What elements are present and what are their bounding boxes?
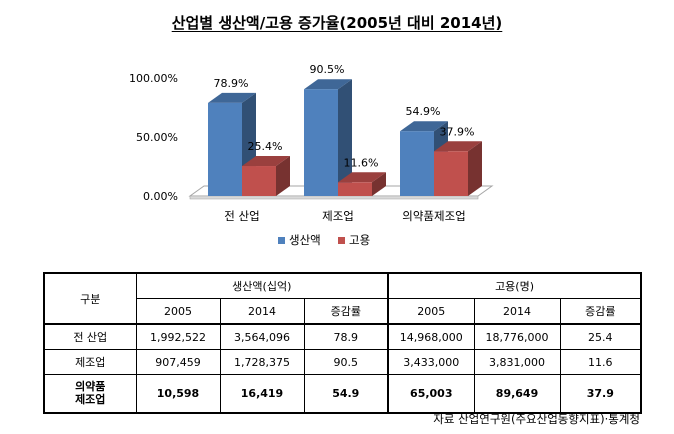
data-label: 54.9% [406, 105, 441, 118]
table-cell: 65,003 [387, 374, 475, 414]
table-subheader: 2014 [219, 298, 305, 325]
bar [208, 102, 242, 196]
category-label: 제조업 [322, 209, 354, 223]
category-label: 의약품제조업 [402, 209, 465, 223]
table-row: 제조업 907,459 1,728,375 90.5 3,433,000 3,8… [43, 349, 643, 375]
bar-top [338, 172, 386, 183]
table-corner-header: 구분 [43, 272, 137, 325]
table-row: 전 산업 1,992,522 3,564,096 78.9 14,968,000… [43, 323, 643, 350]
table-subheader: 증감률 [559, 298, 643, 325]
legend-swatch [338, 237, 345, 244]
y-tick-label: 0.00% [143, 190, 178, 203]
bar-top [304, 79, 352, 90]
table-cell: 54.9 [303, 374, 389, 414]
legend-label: 고용 [349, 233, 370, 247]
bar-side [276, 156, 290, 196]
bar-top [242, 156, 290, 167]
y-tick-label: 50.00% [136, 131, 178, 144]
bar-side [468, 141, 482, 196]
table-cell: 37.9 [559, 374, 643, 414]
table-cell: 3,831,000 [473, 349, 561, 375]
bar-side [372, 172, 386, 196]
bar-top [434, 141, 482, 152]
table-cell: 16,419 [219, 374, 305, 414]
bar-top [400, 121, 448, 132]
table-cell: 78.9 [303, 323, 389, 350]
table-row: 의약품 제조업 10,598 16,419 54.9 65,003 89,649… [43, 374, 643, 414]
bar [400, 131, 434, 196]
table-cell: 90.5 [303, 349, 389, 375]
data-label: 90.5% [310, 63, 345, 76]
row-label: 전 산업 [43, 323, 137, 350]
y-tick-label: 100.00% [129, 72, 178, 85]
row-label-line: 의약품 [75, 380, 106, 394]
bar [242, 166, 276, 196]
row-label: 의약품 제조업 [43, 374, 137, 414]
table-cell: 907,459 [135, 349, 221, 375]
row-label-line: 제조업 [75, 393, 106, 407]
chart-title: 산업별 생산액/고용 증가율(2005년 대비 2014년) [171, 14, 503, 32]
data-label: 11.6% [344, 156, 379, 169]
data-table: 구분 생산액(십억) 고용(명) 2005 2014 증감률 2005 2014… [43, 272, 643, 414]
source-note: 자료 산업연구원(주요산업동향지표)·통계청 [433, 412, 640, 426]
legend-swatch [278, 237, 285, 244]
category-label: 전 산업 [224, 209, 259, 223]
table-subheader: 2005 [135, 298, 221, 325]
data-label: 37.9% [440, 125, 475, 138]
table-subheader: 증감률 [303, 298, 389, 325]
table-subheader: 2014 [473, 298, 561, 325]
table-cell: 14,968,000 [387, 323, 475, 350]
table-cell: 1,728,375 [219, 349, 305, 375]
bar [434, 151, 468, 196]
table-group-header-employment: 고용(명) [387, 272, 643, 299]
table-cell: 3,564,096 [219, 323, 305, 350]
table-subheader: 2005 [387, 298, 475, 325]
bar-top [208, 92, 256, 103]
table-cell: 1,992,522 [135, 323, 221, 350]
bar [304, 89, 338, 196]
row-label: 제조업 [43, 349, 137, 375]
bar-side [338, 79, 352, 196]
data-label: 25.4% [248, 140, 283, 153]
table-group-header-production: 생산액(십억) [135, 272, 389, 299]
table-cell: 89,649 [473, 374, 561, 414]
table-cell: 3,433,000 [387, 349, 475, 375]
bar [338, 182, 372, 196]
data-label: 78.9% [214, 77, 249, 90]
legend-label: 생산액 [289, 233, 321, 247]
table-cell: 11.6 [559, 349, 643, 375]
table-cell: 10,598 [135, 374, 221, 414]
table-cell: 25.4 [559, 323, 643, 350]
table-cell: 18,776,000 [473, 323, 561, 350]
chart-floor-edge [189, 195, 479, 200]
bar-chart: 0.00% 50.00% 100.00% 78.9% 25.4% 전 산업 90.5% 11… [129, 63, 494, 247]
